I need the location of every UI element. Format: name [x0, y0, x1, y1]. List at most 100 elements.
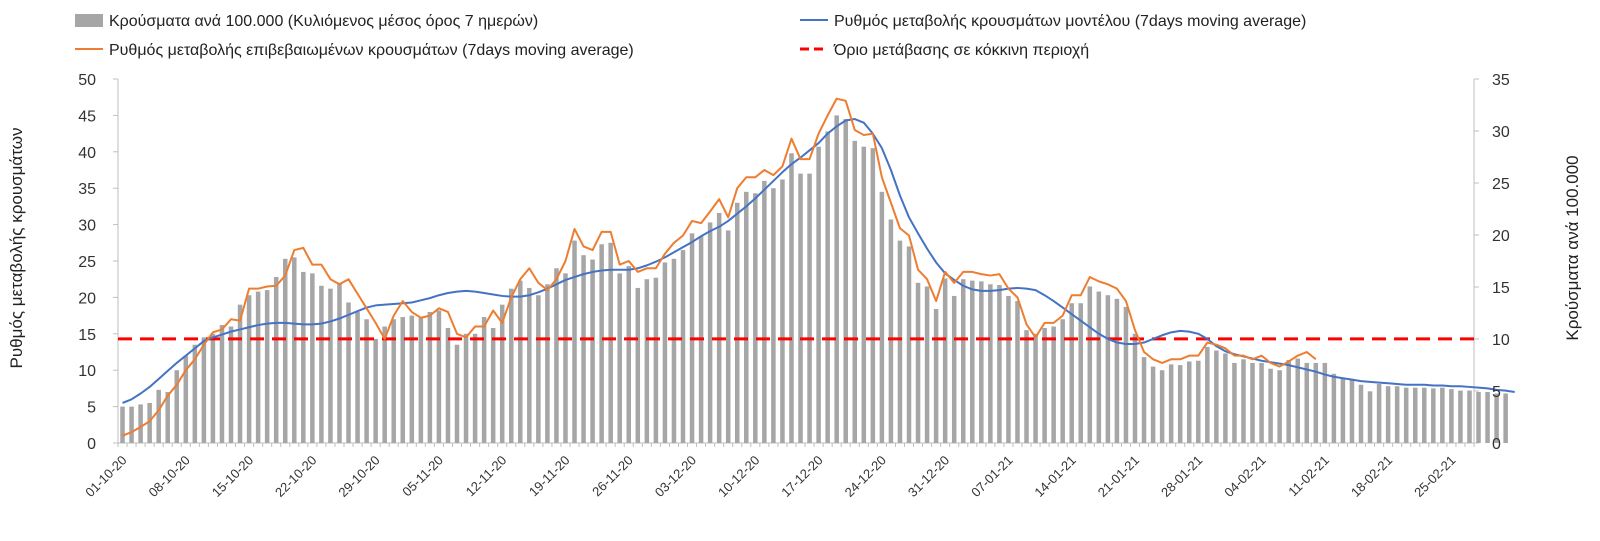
- bar: [355, 311, 360, 443]
- bar: [1331, 373, 1337, 443]
- x-tick-label: 04-02-21: [1221, 453, 1268, 500]
- x-tick-label: 18-02-21: [1348, 453, 1395, 500]
- x-tick-label: 03-12-20: [652, 453, 699, 500]
- bar: [861, 146, 867, 444]
- bar: [581, 255, 586, 443]
- bar: [490, 327, 496, 443]
- bar: [273, 277, 279, 443]
- y-left-tick-label: 25: [78, 254, 96, 271]
- bar: [780, 179, 785, 444]
- legend-label-bars: Κρούσματα ανά 100.000 (Κυλιόμενος μέσος …: [109, 13, 538, 30]
- bar: [979, 281, 984, 443]
- bar: [436, 310, 442, 443]
- bar: [1159, 370, 1165, 443]
- bar: [960, 279, 966, 443]
- bar: [481, 317, 487, 443]
- bar: [554, 268, 559, 443]
- bar: [237, 304, 243, 443]
- bar: [1376, 384, 1382, 443]
- bar: [680, 250, 686, 443]
- bar: [310, 273, 315, 443]
- bar: [879, 191, 885, 443]
- x-tick-label: 11-02-21: [1285, 453, 1332, 500]
- legend-label-confirmed: Ρυθμός μεταβολής επιβεβαιωμένων κρουσμάτ…: [109, 42, 634, 59]
- bar: [1394, 386, 1400, 443]
- bar: [653, 277, 659, 443]
- bar: [1051, 326, 1056, 443]
- bar: [409, 315, 415, 443]
- y-right-tick-label: 20: [1492, 228, 1510, 245]
- bar: [1476, 392, 1481, 443]
- bar: [1295, 358, 1300, 443]
- bar: [1168, 364, 1174, 443]
- bar: [1024, 330, 1029, 443]
- bar: [346, 302, 351, 443]
- bar: [183, 355, 189, 443]
- bar: [590, 259, 595, 443]
- x-tick-label: 10-12-20: [715, 453, 762, 500]
- bar: [617, 273, 622, 443]
- bar: [1313, 362, 1319, 443]
- bar: [789, 153, 794, 444]
- bar: [1385, 386, 1391, 443]
- y-left-tick-label: 5: [87, 400, 96, 417]
- bar: [201, 337, 207, 443]
- bar: [508, 288, 514, 443]
- bar: [762, 180, 767, 444]
- legend: Κρούσματα ανά 100.000 (Κυλιόμενος μέσος …: [75, 13, 1306, 59]
- bar: [1322, 362, 1328, 443]
- y-right-tick-label: 5: [1492, 384, 1501, 401]
- bar-series: [120, 115, 1508, 444]
- bar: [373, 338, 378, 443]
- bar: [219, 325, 225, 443]
- y-left-tick-label: 15: [78, 327, 96, 344]
- y-right-tick-label: 0: [1492, 436, 1501, 453]
- bar: [635, 287, 641, 443]
- bar: [671, 258, 677, 443]
- bar: [1458, 390, 1463, 443]
- bar: [1033, 333, 1038, 443]
- bar: [165, 392, 170, 443]
- x-tick-label: 07-01-21: [968, 453, 1015, 500]
- y-left-tick-label: 45: [78, 108, 96, 125]
- bar: [644, 279, 650, 443]
- x-tick-label: 29-10-20: [335, 453, 382, 500]
- bar: [906, 246, 912, 443]
- bar: [382, 326, 387, 443]
- bar: [753, 193, 758, 443]
- bar: [1096, 291, 1102, 443]
- y-right-tick-label: 35: [1492, 72, 1510, 89]
- confirmed-line: [122, 97, 1317, 437]
- bar: [1286, 360, 1291, 443]
- bar: [1177, 365, 1183, 443]
- y-tick-labels: 0 5 10 15 20 25 30 35 40 45 50 0 5 10 15 20 25 30 35: [78, 72, 1510, 453]
- bar: [1241, 359, 1246, 443]
- bar: [1223, 353, 1228, 443]
- x-tick-label: 12-11-20: [463, 453, 510, 500]
- bar: [970, 280, 975, 443]
- bar: [337, 282, 342, 443]
- y-left-tick-label: 50: [78, 72, 96, 89]
- bar: [1232, 362, 1237, 443]
- bar: [1440, 387, 1445, 443]
- bar: [1304, 362, 1310, 443]
- bar: [825, 131, 830, 443]
- bar: [129, 406, 134, 443]
- x-tick-label: 26-11-20: [589, 453, 636, 500]
- bar: [545, 284, 550, 443]
- bar: [563, 273, 568, 443]
- bar: [138, 404, 143, 443]
- bar: [988, 284, 993, 443]
- x-tick-label: 21-01-21: [1095, 453, 1142, 500]
- bar: [798, 173, 803, 443]
- bar: [156, 389, 161, 443]
- bar: [1078, 303, 1084, 443]
- bar: [1060, 319, 1065, 443]
- legend-item-model: Ρυθμός μεταβολής κρουσμάτων μοντέλου (7d…: [800, 13, 1306, 30]
- bar: [807, 173, 812, 443]
- bar: [1340, 377, 1346, 443]
- bar: [174, 370, 180, 443]
- bar: [734, 202, 740, 443]
- x-tick-label: 08-10-20: [146, 453, 193, 500]
